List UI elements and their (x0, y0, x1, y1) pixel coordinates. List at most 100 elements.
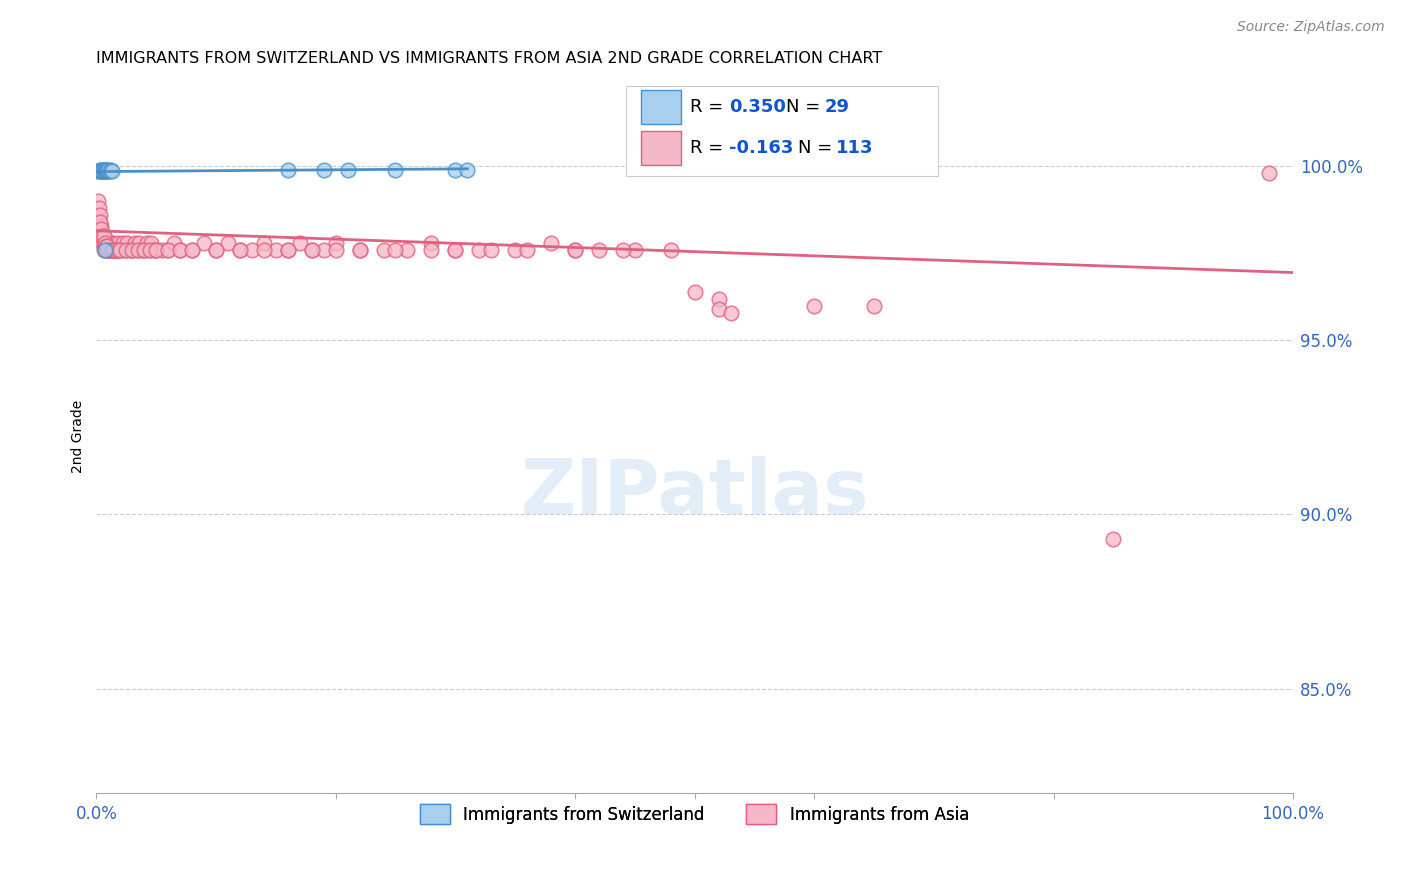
Point (110, 243, 132, 257)
Point (217, 235, 239, 250)
Point (312, 243, 335, 257)
Text: N =: N = (786, 98, 825, 116)
Legend: Immigrants from Switzerland, Immigrants from Asia: Immigrants from Switzerland, Immigrants … (413, 797, 976, 831)
Text: R =: R = (690, 98, 728, 116)
Point (89, 222, 111, 236)
Point (127, 243, 149, 257)
Point (131, 243, 153, 257)
Point (114, 243, 136, 257)
Point (107, 243, 129, 257)
Y-axis label: 2nd Grade: 2nd Grade (72, 400, 86, 473)
Point (612, 243, 634, 257)
Point (301, 243, 323, 257)
Point (89, 162, 111, 177)
Point (93, 162, 115, 177)
Point (420, 243, 443, 257)
Point (420, 235, 443, 250)
Point (253, 243, 276, 257)
Point (277, 162, 299, 177)
Point (253, 235, 276, 250)
Point (96, 239, 118, 253)
Point (98, 163, 121, 178)
Text: -0.163: -0.163 (730, 139, 794, 157)
Point (124, 235, 146, 250)
Point (94, 162, 117, 177)
Point (89, 163, 111, 178)
Point (90, 163, 112, 178)
Point (87, 163, 110, 178)
Text: 113: 113 (835, 139, 873, 157)
Point (349, 243, 371, 257)
Point (93, 162, 115, 177)
Text: ZIPatlas: ZIPatlas (520, 456, 869, 530)
Point (96, 235, 118, 250)
Point (312, 162, 335, 177)
Point (229, 243, 252, 257)
Point (90, 229, 112, 244)
FancyBboxPatch shape (627, 87, 938, 176)
Point (181, 243, 204, 257)
Point (659, 243, 682, 257)
Point (479, 243, 502, 257)
Point (121, 243, 143, 257)
Text: Source: ZipAtlas.com: Source: ZipAtlas.com (1237, 20, 1385, 34)
Point (86, 163, 108, 178)
Text: N =: N = (797, 139, 838, 157)
Point (94, 163, 117, 178)
Point (540, 235, 562, 250)
Point (240, 243, 263, 257)
Point (90, 162, 112, 177)
Point (93, 229, 115, 244)
Point (97, 243, 120, 257)
Point (128, 235, 150, 250)
Point (720, 305, 742, 319)
Point (93, 243, 115, 257)
Point (97, 243, 120, 257)
Point (101, 243, 124, 257)
Point (157, 243, 180, 257)
Point (101, 163, 124, 178)
Point (349, 243, 371, 257)
Point (134, 243, 156, 257)
Point (325, 243, 347, 257)
Point (104, 243, 127, 257)
Point (91, 163, 114, 178)
Point (93, 235, 115, 250)
Point (707, 302, 730, 317)
Point (205, 243, 228, 257)
Point (110, 243, 132, 257)
Point (101, 243, 124, 257)
Point (683, 285, 706, 299)
Point (205, 243, 228, 257)
Point (301, 243, 323, 257)
Point (93, 163, 115, 178)
Point (264, 243, 287, 257)
Point (87, 211, 110, 226)
Point (86, 194, 108, 209)
Point (444, 243, 467, 257)
Point (135, 235, 157, 250)
Point (97, 163, 120, 178)
Point (89, 208, 111, 222)
Point (141, 235, 163, 250)
Point (145, 243, 167, 257)
Point (90, 222, 112, 236)
Point (121, 243, 143, 257)
Point (93, 235, 115, 250)
Point (181, 243, 204, 257)
Point (1258, 166, 1281, 180)
Point (139, 243, 162, 257)
Point (169, 243, 191, 257)
Point (111, 235, 134, 250)
Point (468, 243, 491, 257)
Point (588, 243, 610, 257)
Point (163, 235, 186, 250)
Point (107, 235, 129, 250)
Point (100, 243, 122, 257)
Point (96, 163, 118, 178)
Point (93, 163, 115, 178)
Point (150, 243, 173, 257)
Point (288, 235, 311, 250)
Point (325, 235, 347, 250)
Point (444, 162, 467, 177)
